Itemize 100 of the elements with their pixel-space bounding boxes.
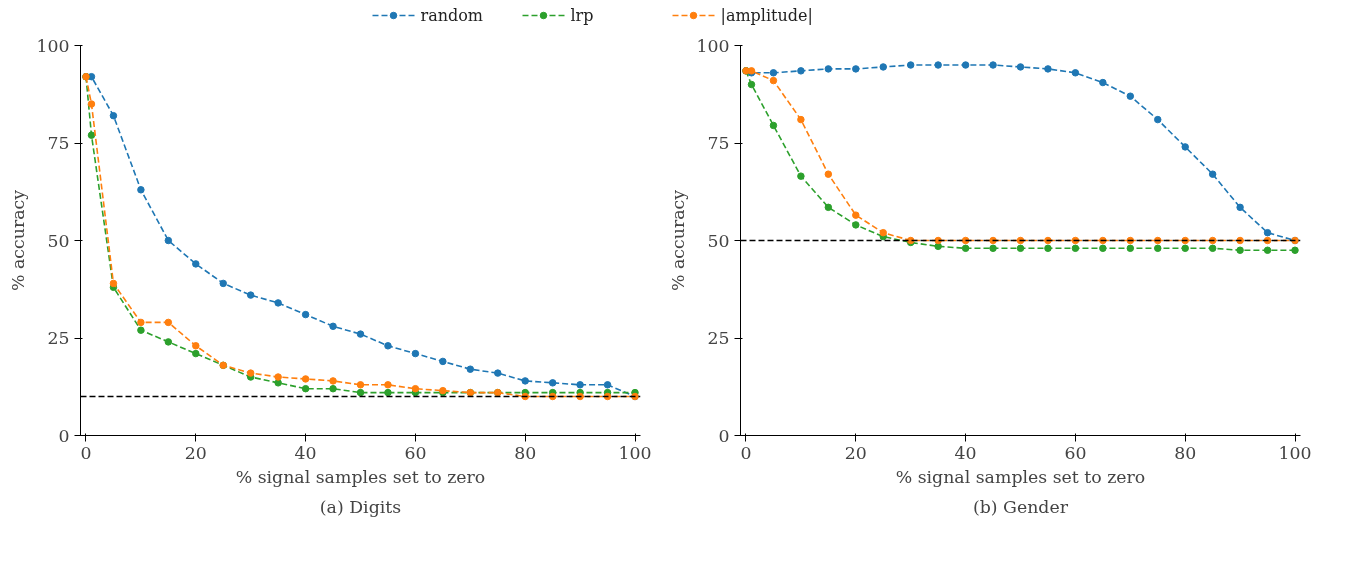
- point: [934, 242, 942, 251]
- x-axis-title: % signal samples set to zero: [895, 466, 1146, 487]
- point: [137, 186, 145, 194]
- point: [769, 69, 778, 77]
- point: [1208, 170, 1217, 178]
- point: [1208, 244, 1217, 253]
- x-axis-title: % signal samples set to zero: [235, 466, 486, 487]
- x-tick-label: 20: [844, 442, 867, 463]
- point: [1126, 92, 1135, 100]
- point: [301, 310, 310, 319]
- point: [769, 121, 778, 130]
- point: [797, 172, 805, 180]
- point: [494, 369, 502, 377]
- point: [521, 377, 529, 385]
- point: [824, 65, 833, 73]
- point: [1181, 143, 1189, 151]
- point: [384, 388, 392, 397]
- y-axis-title: % accuracy: [8, 189, 29, 291]
- y-tick-label: 25: [47, 328, 70, 348]
- point: [879, 228, 887, 237]
- y-tick-label: 0: [718, 425, 730, 446]
- point: [329, 322, 337, 331]
- point: [1016, 244, 1025, 253]
- x-tick-label: 100: [618, 442, 652, 463]
- point: [192, 342, 200, 350]
- point: [466, 365, 475, 373]
- point: [274, 373, 282, 381]
- x-tick-label: 0: [80, 442, 92, 463]
- point: [109, 279, 118, 288]
- point: [384, 381, 392, 389]
- point: [797, 67, 805, 75]
- x-tick-label: 20: [184, 442, 207, 463]
- y-tick-label: 0: [58, 425, 70, 446]
- x-tick-label: 80: [1174, 442, 1197, 463]
- point: [164, 236, 173, 245]
- x-tick-label: 100: [1278, 442, 1312, 463]
- point: [246, 291, 255, 299]
- point: [1236, 203, 1244, 212]
- point: [906, 61, 915, 69]
- point: [852, 221, 860, 229]
- point: [989, 61, 997, 69]
- point: [192, 260, 200, 268]
- point: [769, 76, 778, 85]
- x-tick-label: 40: [294, 442, 317, 463]
- legend-label: lrp: [570, 6, 594, 25]
- y-tick-label: 100: [36, 35, 70, 56]
- point: [961, 244, 970, 253]
- point: [934, 61, 942, 69]
- point: [219, 279, 227, 288]
- point: [87, 131, 96, 139]
- point: [109, 111, 118, 120]
- x-tick-label: 60: [1064, 442, 1087, 463]
- point: [274, 299, 282, 307]
- point: [439, 357, 447, 366]
- point: [356, 388, 365, 397]
- point: [747, 80, 756, 89]
- point: [1181, 244, 1189, 253]
- point: [1099, 244, 1107, 253]
- y-tick-label: 50: [47, 230, 70, 251]
- x-tick-label: 40: [954, 442, 977, 463]
- x-tick-label: 60: [404, 442, 427, 463]
- point: [164, 318, 173, 327]
- point: [1154, 244, 1162, 253]
- point: [274, 379, 282, 387]
- point: [824, 203, 833, 212]
- y-axis-title: % accuracy: [668, 189, 689, 291]
- point: [1016, 63, 1025, 71]
- point: [961, 61, 970, 69]
- point: [1154, 115, 1162, 124]
- point: [879, 63, 887, 71]
- point: [576, 381, 584, 389]
- y-tick-label: 75: [47, 133, 70, 153]
- point: [1126, 244, 1135, 253]
- point: [137, 318, 145, 327]
- point: [301, 384, 310, 393]
- y-tick-label: 100: [696, 35, 730, 56]
- point: [603, 381, 612, 389]
- point: [356, 381, 365, 389]
- point: [1263, 228, 1272, 237]
- point: [137, 326, 145, 334]
- point: [852, 211, 860, 219]
- point: [1071, 244, 1080, 253]
- point: [1099, 78, 1107, 87]
- point: [989, 244, 997, 253]
- point: [246, 369, 255, 377]
- y-tick-label: 25: [707, 328, 730, 348]
- x-tick-label: 80: [514, 442, 537, 463]
- point: [384, 342, 392, 350]
- y-tick-label: 50: [707, 230, 730, 251]
- point: [1236, 246, 1244, 254]
- point: [356, 330, 365, 338]
- point: [164, 338, 173, 346]
- point: [329, 384, 337, 393]
- point: [329, 377, 337, 385]
- point: [301, 375, 310, 383]
- legend-label: random: [420, 6, 484, 25]
- text: (b) Gender: [973, 496, 1069, 517]
- legend-label: |amplitude|: [720, 6, 813, 25]
- point: [797, 115, 805, 124]
- point: [1044, 65, 1052, 73]
